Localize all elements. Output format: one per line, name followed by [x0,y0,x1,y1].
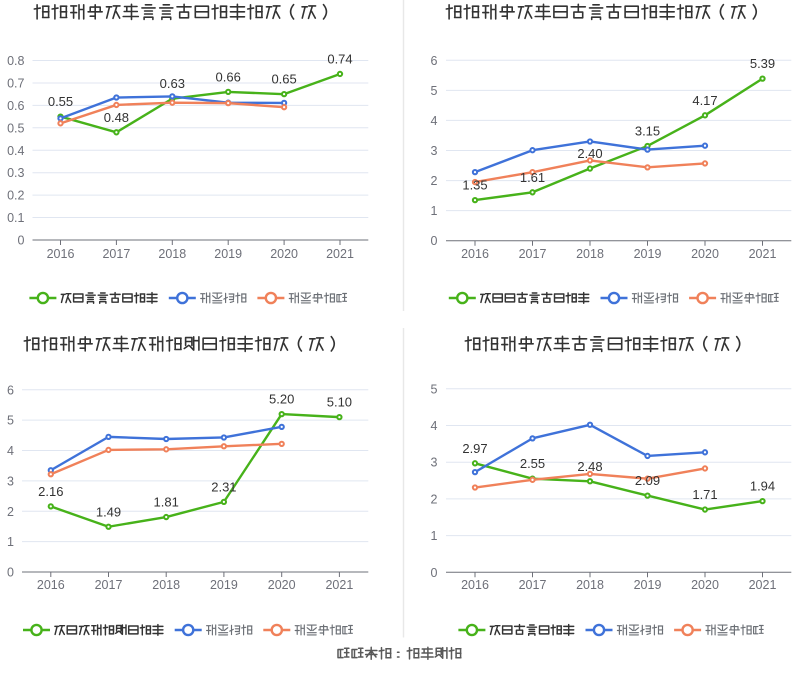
svg-text:0.66: 0.66 [216,69,241,84]
svg-text:0.4: 0.4 [7,144,24,158]
svg-text:2019: 2019 [634,578,662,592]
svg-text:4: 4 [7,444,14,458]
svg-text:5.39: 5.39 [750,56,775,71]
svg-text:4.17: 4.17 [692,93,717,108]
svg-text:1.94: 1.94 [750,479,775,494]
svg-text:3: 3 [7,474,14,488]
svg-text:5: 5 [431,382,438,396]
svg-text:2.16: 2.16 [38,484,63,499]
svg-text:5.10: 5.10 [327,395,352,410]
svg-text:3.15: 3.15 [635,124,660,139]
svg-text:2.31: 2.31 [211,479,236,494]
svg-text:2.09: 2.09 [635,473,660,488]
svg-text:0.8: 0.8 [7,54,24,68]
svg-text:1: 1 [7,535,14,549]
svg-text:0.74: 0.74 [327,52,352,67]
svg-text:6: 6 [431,54,438,68]
svg-text:1.71: 1.71 [692,487,717,502]
svg-text:2017: 2017 [95,578,123,592]
svg-text:4: 4 [431,114,438,128]
svg-text:4: 4 [431,419,438,433]
svg-text:0.6: 0.6 [7,99,24,113]
svg-text:2018: 2018 [158,247,186,261]
svg-text:2016: 2016 [461,578,489,592]
svg-text:3: 3 [431,456,438,470]
svg-text:2018: 2018 [576,578,604,592]
svg-text:2.55: 2.55 [520,456,545,471]
svg-text:2020: 2020 [270,247,298,261]
svg-text:0.3: 0.3 [7,166,24,180]
svg-text:0.65: 0.65 [271,72,296,87]
svg-text:2016: 2016 [47,247,75,261]
svg-text:2017: 2017 [519,247,547,261]
svg-text:2019: 2019 [634,247,662,261]
svg-text:2017: 2017 [102,247,130,261]
svg-text:0: 0 [7,566,14,580]
svg-text:0.2: 0.2 [7,189,24,203]
svg-text:0.1: 0.1 [7,211,24,225]
svg-text:0: 0 [431,566,438,580]
svg-text:1.35: 1.35 [462,178,487,193]
svg-text:2016: 2016 [461,247,489,261]
svg-text:5: 5 [7,414,14,428]
svg-text:3: 3 [431,144,438,158]
svg-text:1.61: 1.61 [520,170,545,185]
svg-text:5.20: 5.20 [269,392,294,407]
svg-text:2.97: 2.97 [462,441,487,456]
svg-text:2.40: 2.40 [577,146,602,161]
svg-text:1: 1 [431,529,438,543]
svg-text:2021: 2021 [749,578,777,592]
svg-text:0.63: 0.63 [160,76,185,91]
svg-text:2019: 2019 [210,578,238,592]
svg-text:2020: 2020 [691,247,719,261]
svg-text:0.7: 0.7 [7,76,24,90]
svg-text:1.49: 1.49 [96,504,121,519]
svg-text:0.55: 0.55 [48,94,73,109]
svg-text:5: 5 [431,84,438,98]
svg-text:2021: 2021 [325,578,353,592]
svg-text:0: 0 [18,234,25,248]
svg-text:2021: 2021 [749,247,777,261]
svg-text:2018: 2018 [576,247,604,261]
svg-text:0.5: 0.5 [7,121,24,135]
svg-text:0: 0 [431,234,438,248]
svg-text:2.48: 2.48 [577,459,602,474]
svg-text:2016: 2016 [37,578,65,592]
svg-text:2: 2 [7,505,14,519]
svg-text:2021: 2021 [326,247,354,261]
svg-text:2017: 2017 [519,578,547,592]
svg-text:2018: 2018 [152,578,180,592]
svg-text:2: 2 [431,174,438,188]
svg-text:2: 2 [431,492,438,506]
svg-text:1.81: 1.81 [154,495,179,510]
svg-text:0.48: 0.48 [104,110,129,125]
svg-text:2020: 2020 [268,578,296,592]
svg-text:6: 6 [7,383,14,397]
svg-text:2019: 2019 [214,247,242,261]
svg-text:1: 1 [431,204,438,218]
svg-text:2020: 2020 [691,578,719,592]
